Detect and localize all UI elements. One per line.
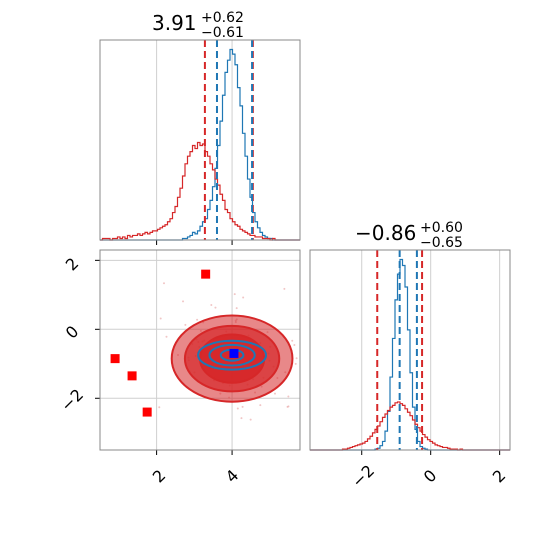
- scatter-point: [294, 362, 297, 365]
- param0-title-minus: −0.61: [201, 25, 244, 41]
- scatter-point: [295, 357, 298, 360]
- y-tick-label-2: 2: [62, 254, 83, 275]
- scatter-point: [241, 405, 244, 408]
- red-square-marker-3: [142, 407, 152, 417]
- scatter-point: [165, 335, 168, 338]
- scatter-point: [196, 318, 199, 321]
- blue-square-marker: [229, 348, 239, 358]
- red-square-marker-1: [110, 354, 120, 364]
- scatter-point: [287, 395, 290, 398]
- red-square-marker-0: [201, 269, 211, 279]
- histogram-series-1: [100, 141, 300, 241]
- x-tick-label-1-1: 0: [420, 466, 441, 487]
- scatter-point: [233, 293, 236, 296]
- y-tick-label-1: 0: [62, 322, 83, 343]
- scatter-point: [214, 306, 217, 309]
- scatter-point: [158, 406, 161, 409]
- param1-title-median: −0.86: [355, 221, 416, 245]
- scatter-point: [162, 282, 165, 285]
- contour-1-level-1: [208, 343, 256, 367]
- scatter-point: [210, 303, 213, 306]
- x-tick-label-1-2: 2: [489, 466, 510, 487]
- y-tick-label-0: −2: [57, 385, 87, 415]
- param1-title-plus: +0.60: [420, 220, 463, 236]
- x-tick-label-0-1: 4: [222, 466, 243, 487]
- param1-title-minus: −0.65: [420, 235, 463, 251]
- histogram-series-0: [310, 258, 510, 451]
- scatter-point: [242, 296, 245, 299]
- scatter-point: [235, 307, 238, 310]
- scatter-point: [293, 343, 296, 346]
- scatter-point: [249, 418, 252, 421]
- scatter-point: [287, 405, 290, 408]
- panel-frame: [99, 39, 301, 241]
- histogram-param1: [309, 249, 511, 455]
- scatter-point: [236, 407, 239, 410]
- panel-frame: [99, 249, 301, 451]
- param0-title-plus: +0.62: [201, 10, 244, 26]
- scatter-point: [259, 404, 262, 407]
- x-tick-label-1-0: −2: [348, 461, 378, 491]
- red-square-marker-2: [127, 371, 137, 381]
- x-tick-label-0-0: 2: [149, 466, 170, 487]
- scatter-point: [159, 317, 162, 320]
- histogram-series-1: [310, 401, 510, 451]
- scatter-point: [184, 323, 187, 326]
- scatter-contour-panel: [95, 249, 301, 455]
- panel-frame: [309, 249, 511, 451]
- contour-1-level-0: [197, 339, 268, 371]
- param0-title-median: 3.91: [152, 11, 197, 35]
- scatter-point: [182, 300, 185, 303]
- scatter-point: [291, 339, 294, 342]
- scatter-point: [240, 417, 243, 420]
- histogram-param0: [99, 39, 301, 245]
- scatter-point: [283, 287, 286, 290]
- scatter-point: [273, 392, 276, 395]
